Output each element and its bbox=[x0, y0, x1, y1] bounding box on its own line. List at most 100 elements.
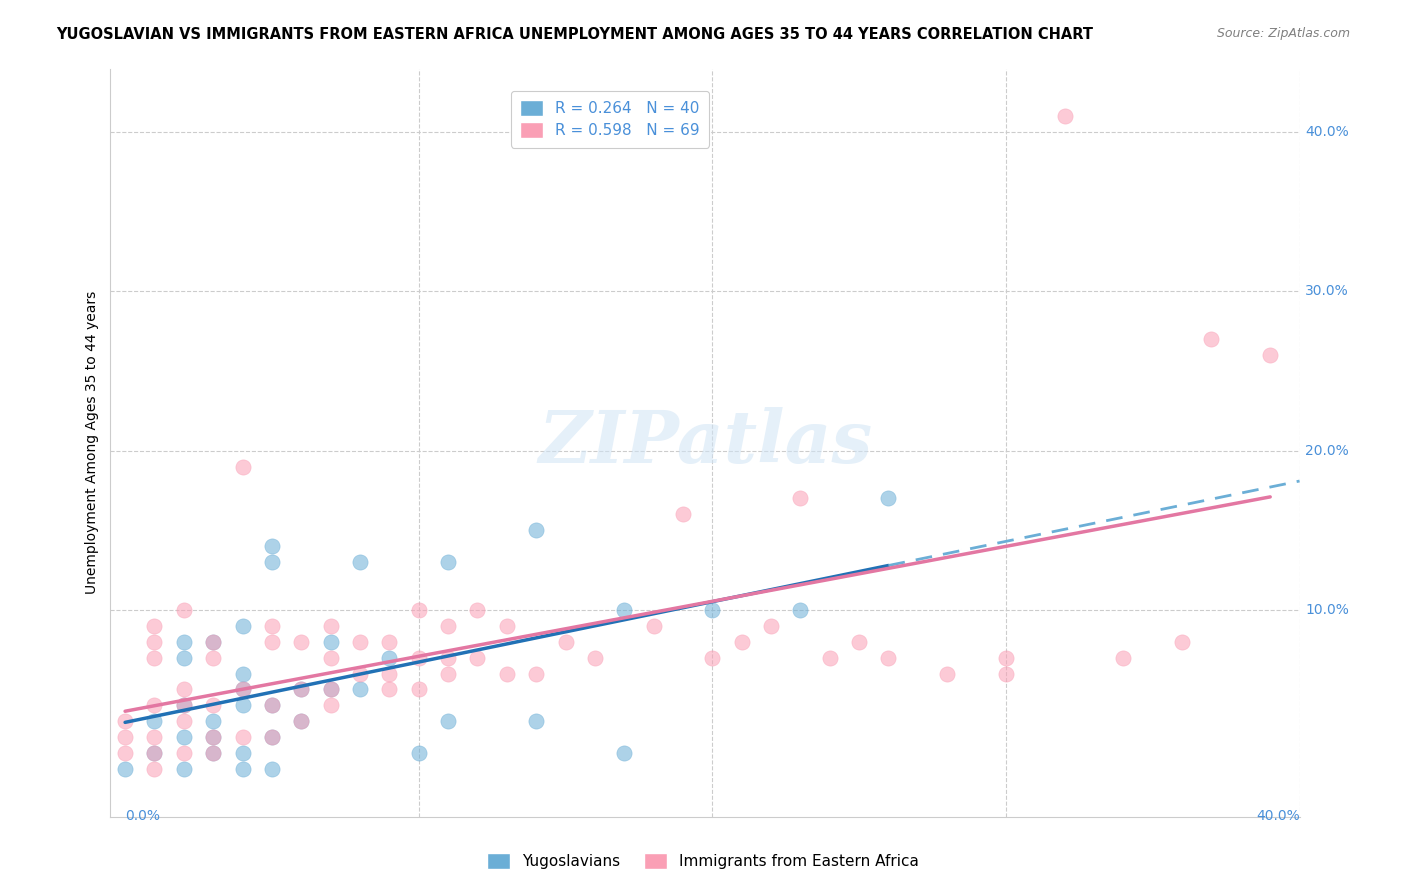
Point bbox=[290, 634, 312, 648]
Point bbox=[114, 714, 136, 729]
Point bbox=[290, 714, 312, 729]
Point bbox=[467, 603, 489, 617]
Point bbox=[143, 650, 166, 665]
Point bbox=[173, 682, 195, 697]
Point bbox=[1201, 332, 1223, 346]
Point bbox=[1112, 650, 1135, 665]
Point bbox=[173, 650, 195, 665]
Point bbox=[437, 619, 460, 633]
Point bbox=[877, 491, 900, 506]
Point bbox=[202, 634, 225, 648]
Point bbox=[173, 714, 195, 729]
Point bbox=[378, 634, 401, 648]
Text: 30.0%: 30.0% bbox=[1305, 285, 1350, 299]
Point bbox=[524, 523, 547, 537]
Point bbox=[143, 634, 166, 648]
Point bbox=[1053, 109, 1076, 123]
Point bbox=[437, 650, 460, 665]
Point bbox=[408, 603, 430, 617]
Point bbox=[260, 619, 283, 633]
Point bbox=[232, 666, 254, 681]
Point bbox=[613, 746, 636, 760]
Point bbox=[437, 714, 460, 729]
Point bbox=[290, 714, 312, 729]
Point bbox=[349, 555, 371, 569]
Point bbox=[818, 650, 841, 665]
Point bbox=[408, 746, 430, 760]
Point bbox=[173, 746, 195, 760]
Point bbox=[260, 762, 283, 776]
Point bbox=[260, 539, 283, 553]
Point bbox=[319, 698, 342, 713]
Point bbox=[202, 730, 225, 744]
Text: ZIPatlas: ZIPatlas bbox=[538, 407, 872, 478]
Point bbox=[232, 730, 254, 744]
Point bbox=[173, 762, 195, 776]
Point bbox=[260, 730, 283, 744]
Point bbox=[114, 746, 136, 760]
Point bbox=[143, 730, 166, 744]
Point bbox=[378, 666, 401, 681]
Point bbox=[319, 682, 342, 697]
Point bbox=[1258, 348, 1281, 362]
Point bbox=[232, 459, 254, 474]
Legend: Yugoslavians, Immigrants from Eastern Africa: Yugoslavians, Immigrants from Eastern Af… bbox=[481, 847, 925, 875]
Point bbox=[349, 682, 371, 697]
Text: 40.0%: 40.0% bbox=[1256, 809, 1299, 822]
Y-axis label: Unemployment Among Ages 35 to 44 years: Unemployment Among Ages 35 to 44 years bbox=[86, 291, 100, 594]
Text: 20.0%: 20.0% bbox=[1305, 443, 1350, 458]
Point bbox=[143, 619, 166, 633]
Point bbox=[260, 730, 283, 744]
Point bbox=[613, 603, 636, 617]
Point bbox=[173, 634, 195, 648]
Point bbox=[232, 746, 254, 760]
Point bbox=[202, 714, 225, 729]
Point bbox=[143, 762, 166, 776]
Point bbox=[143, 714, 166, 729]
Point bbox=[495, 619, 517, 633]
Point bbox=[202, 730, 225, 744]
Point bbox=[378, 682, 401, 697]
Point bbox=[260, 698, 283, 713]
Point bbox=[1171, 634, 1194, 648]
Point bbox=[848, 634, 870, 648]
Point bbox=[524, 714, 547, 729]
Point bbox=[378, 650, 401, 665]
Point bbox=[702, 650, 724, 665]
Point bbox=[143, 698, 166, 713]
Text: Source: ZipAtlas.com: Source: ZipAtlas.com bbox=[1216, 27, 1350, 40]
Point bbox=[202, 650, 225, 665]
Point bbox=[408, 650, 430, 665]
Point bbox=[232, 619, 254, 633]
Point bbox=[994, 650, 1017, 665]
Point bbox=[702, 603, 724, 617]
Point bbox=[173, 603, 195, 617]
Point bbox=[789, 491, 811, 506]
Point bbox=[232, 682, 254, 697]
Point bbox=[495, 666, 517, 681]
Point bbox=[583, 650, 606, 665]
Point bbox=[290, 682, 312, 697]
Point bbox=[290, 682, 312, 697]
Point bbox=[143, 746, 166, 760]
Point bbox=[877, 650, 900, 665]
Legend: R = 0.264   N = 40, R = 0.598   N = 69: R = 0.264 N = 40, R = 0.598 N = 69 bbox=[510, 91, 709, 147]
Point bbox=[173, 698, 195, 713]
Point bbox=[143, 746, 166, 760]
Point bbox=[437, 666, 460, 681]
Point bbox=[349, 634, 371, 648]
Point bbox=[936, 666, 959, 681]
Point bbox=[554, 634, 576, 648]
Point bbox=[319, 634, 342, 648]
Point bbox=[672, 508, 695, 522]
Point bbox=[202, 634, 225, 648]
Point bbox=[437, 555, 460, 569]
Point bbox=[202, 698, 225, 713]
Point bbox=[232, 762, 254, 776]
Point bbox=[994, 666, 1017, 681]
Text: 10.0%: 10.0% bbox=[1305, 603, 1350, 617]
Point bbox=[202, 746, 225, 760]
Point bbox=[114, 730, 136, 744]
Point bbox=[319, 650, 342, 665]
Point bbox=[260, 634, 283, 648]
